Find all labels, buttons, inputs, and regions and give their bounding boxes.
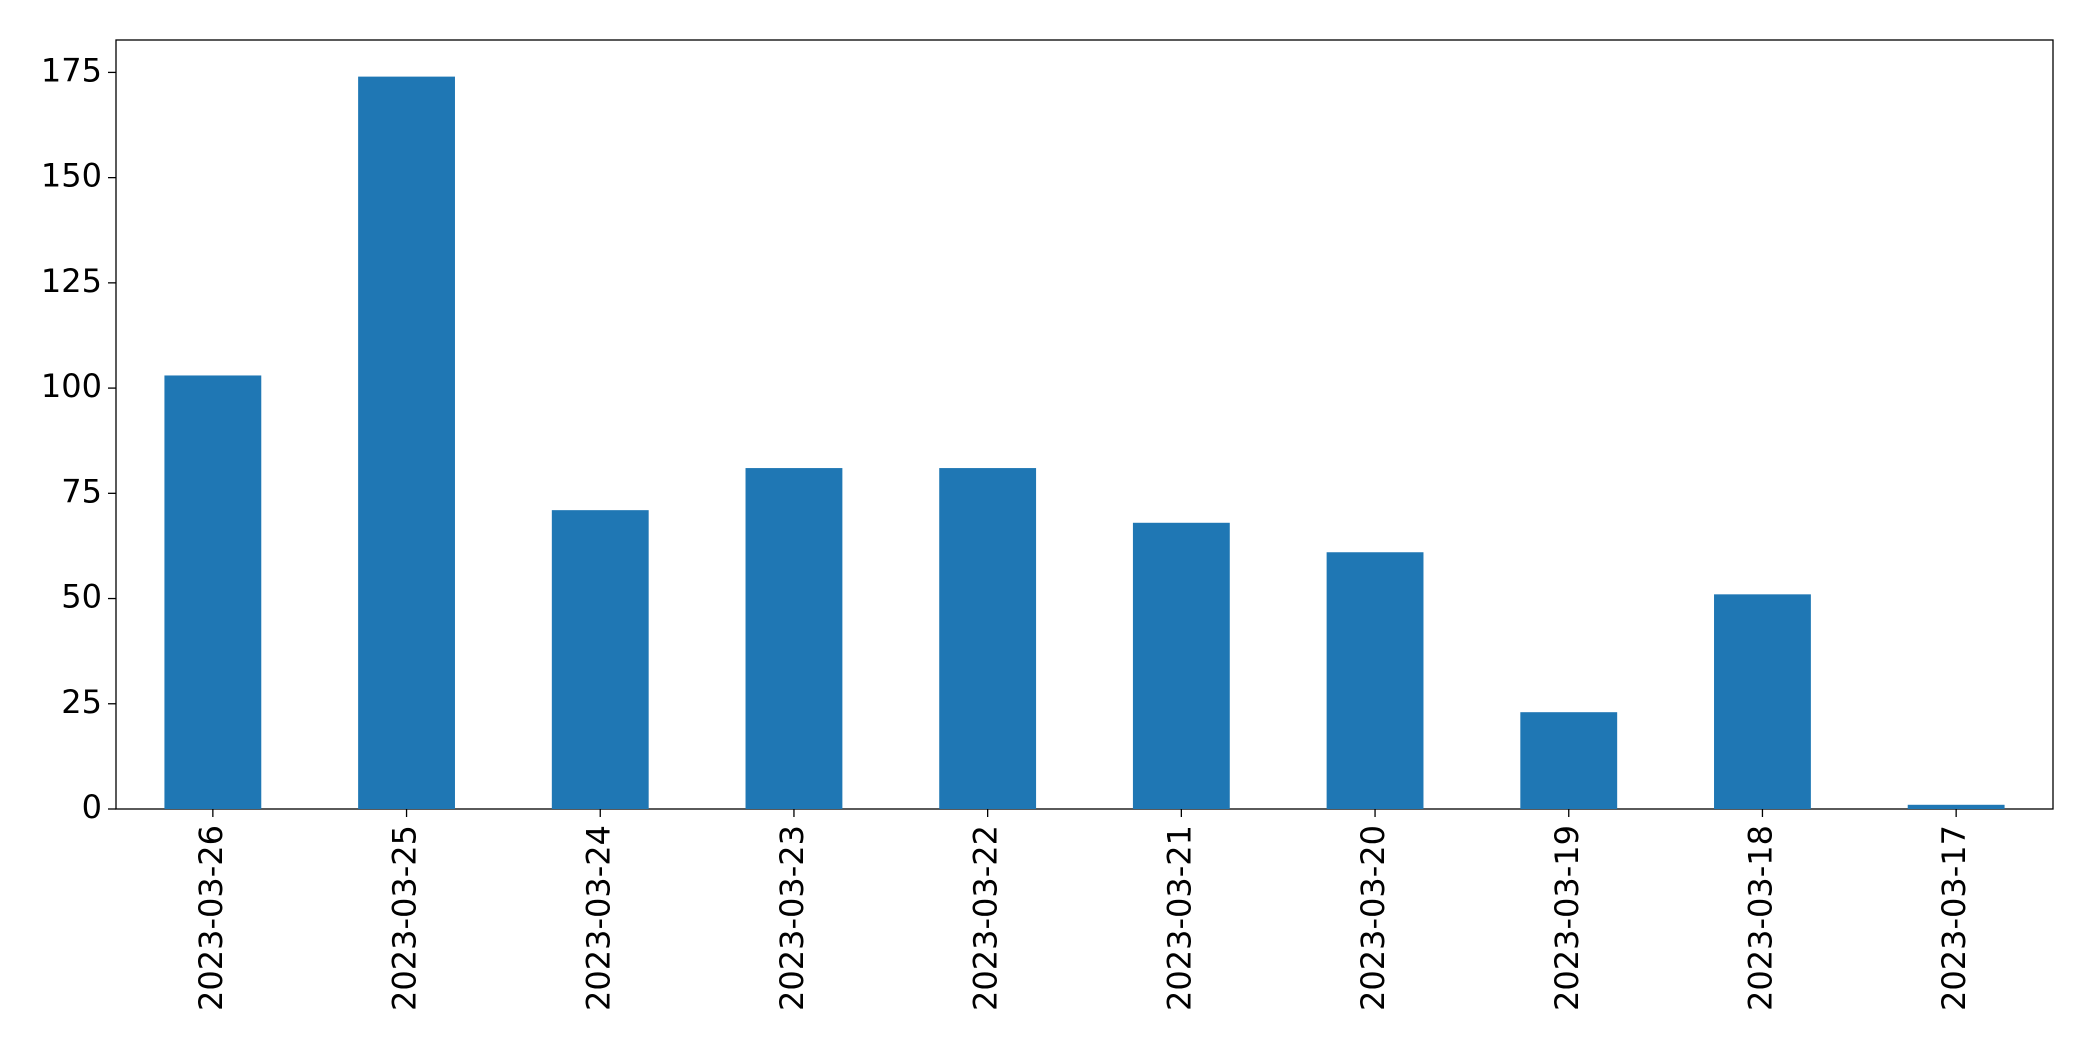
x-tick-label: 2023-03-18: [1741, 825, 1779, 1011]
y-tick-label: 75: [61, 472, 102, 510]
x-tick-label: 2023-03-20: [1354, 825, 1392, 1011]
bar: [1520, 712, 1618, 809]
bar: [1714, 594, 1811, 809]
x-tick-label: 2023-03-22: [967, 825, 1005, 1011]
bar: [164, 375, 262, 809]
x-tick-label: 2023-03-19: [1548, 825, 1586, 1011]
y-tick-label: 125: [41, 262, 102, 300]
x-tick-label: 2023-03-17: [1935, 825, 1973, 1011]
x-tick-label: 2023-03-24: [579, 825, 617, 1011]
y-tick-label: 0: [82, 788, 102, 826]
bar: [358, 76, 455, 810]
x-tick-label: 2023-03-26: [192, 825, 230, 1011]
bar: [1326, 552, 1424, 809]
y-tick-label: 150: [41, 157, 102, 195]
bar: [745, 468, 843, 809]
x-tick-label: 2023-03-25: [386, 825, 424, 1011]
bar: [1907, 804, 2005, 809]
bar: [1132, 522, 1230, 809]
y-tick-label: 175: [41, 51, 102, 89]
y-tick-label: 25: [61, 683, 102, 721]
y-tick-label: 50: [61, 578, 102, 616]
bar: [939, 468, 1037, 809]
y-tick-label: 100: [41, 367, 102, 405]
x-tick-label: 2023-03-23: [773, 825, 811, 1011]
plot-frame: [115, 39, 2054, 810]
x-tick-label: 2023-03-21: [1160, 825, 1198, 1011]
bar: [551, 510, 649, 809]
